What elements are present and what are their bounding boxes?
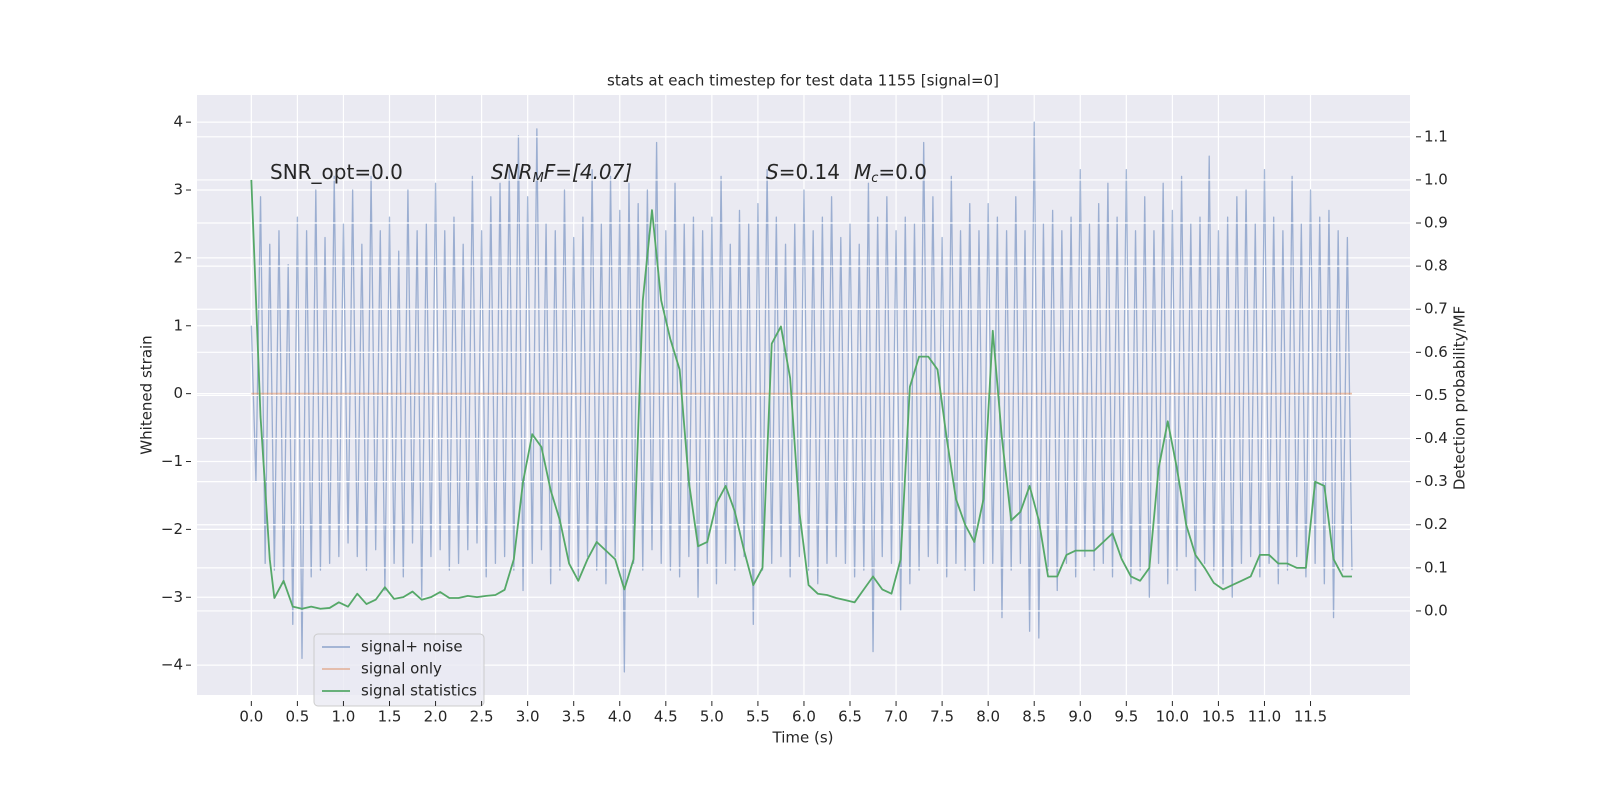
x-tick-label: 1.5 [378,708,402,726]
x-tick-label: 0.0 [239,708,263,726]
x-tick-label: 11.5 [1294,708,1327,726]
annotation: SNRMF=[4.07] [491,160,632,186]
series-line [250,121,1353,673]
y2-tick-label: 0.1 [1424,558,1448,576]
y2-axis-label: Detection probability/MF [1451,306,1469,490]
x-tick-label: 7.0 [884,708,908,726]
y2-tick-label: 0.8 [1424,257,1448,275]
y2-tick-label: 0.9 [1424,214,1448,232]
x-tick-label: 5.5 [746,708,770,726]
legend-label: signal only [361,660,442,678]
x-tick-label: 3.0 [516,708,540,726]
x-tick-label: 11.0 [1248,708,1281,726]
y-tick-label: 3 [173,181,183,199]
y2-tick-label: 0.3 [1424,472,1448,490]
legend-label: signal+ noise [361,638,463,656]
y-tick-label: 0 [173,384,183,402]
x-tick-label: 3.5 [562,708,586,726]
y2-tick-label: 1.1 [1424,127,1448,145]
x-tick-label: 6.5 [838,708,862,726]
x-tick-label: 2.0 [424,708,448,726]
y-tick-label: −4 [161,656,183,674]
legend-label: signal statistics [361,682,477,700]
annotation-text: =0.14 [779,160,840,184]
x-tick-label: 9.0 [1068,708,1092,726]
x-tick-label: 8.0 [976,708,1000,726]
x-tick-label: 0.5 [285,708,309,726]
x-tick-label: 6.0 [792,708,816,726]
y-tick-label: 1 [173,316,183,334]
x-axis-label: Time (s) [772,729,834,747]
x-tick-label: 8.5 [1022,708,1046,726]
annotation: SNR_opt=0.0 [270,160,403,184]
y2-tick-label: 1.0 [1424,170,1448,188]
annotation-text: F=[4.07] [544,160,632,184]
y-tick-label: −1 [161,452,183,470]
annotation-text: S [766,160,779,184]
x-tick-label: 9.5 [1114,708,1138,726]
x-tick-label: 1.0 [332,708,356,726]
series-line [250,179,1352,610]
y-tick-label: −2 [161,520,183,538]
y2-tick-label: 0.2 [1424,515,1448,533]
y2-tick-label: 0.0 [1424,601,1448,619]
y2-tick-label: 0.7 [1424,300,1448,318]
x-tick-label: 4.0 [608,708,632,726]
chart-title: stats at each timestep for test data 115… [607,72,999,90]
legend: signal+ noise signal only signal statistic… [313,633,485,707]
y2-tick-label: 0.4 [1424,429,1448,447]
noise-layer [250,121,1353,673]
annotation-subscript: c [871,171,878,186]
y-axis-label: Whitened strain [138,335,156,454]
annotation-text: SNR_opt=0.0 [270,160,403,184]
x-tick-label: 10.5 [1202,708,1235,726]
x-tick-label: 7.5 [930,708,954,726]
annotation-text: SNR [491,160,533,184]
legend-box [313,633,485,707]
annotation: S=0.14 Mc=0.0 [766,160,927,186]
y-tick-label: −3 [161,588,183,606]
y-tick-label: 4 [173,113,183,131]
x-tick-label: 2.5 [470,708,494,726]
annotation-text: M [854,160,871,184]
over-layer [197,136,1410,612]
y2-tick-label: 0.6 [1424,343,1448,361]
annotation-subscript: M [533,171,544,186]
annotation-text: =0.0 [878,160,927,184]
x-tick-label: 10.0 [1156,708,1189,726]
x-tick-label: 4.5 [654,708,678,726]
x-tick-label: 5.0 [700,708,724,726]
y2-tick-label: 0.5 [1424,386,1448,404]
y-tick-label: 2 [173,248,183,266]
